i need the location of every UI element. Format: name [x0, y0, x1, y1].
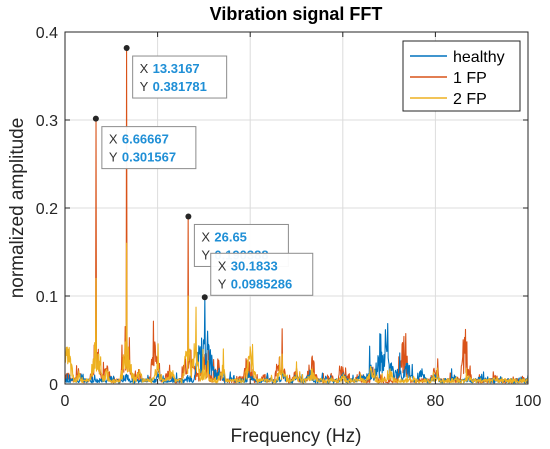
- legend-label: 1 FP: [453, 70, 487, 87]
- datatip-x-key: X: [140, 61, 149, 76]
- series-2-fp: [64, 242, 529, 384]
- datatip-box: [210, 252, 314, 296]
- datatip-y-value: 0.0985286: [231, 276, 292, 291]
- legend-label: healthy: [453, 49, 505, 66]
- x-tick-label: 0: [61, 393, 70, 410]
- datatip-y-key: Y: [109, 150, 118, 165]
- datatip-y-key: Y: [140, 79, 149, 94]
- datatip-marker: [123, 45, 130, 52]
- datatip-y-key: Y: [201, 247, 210, 262]
- datatip-x-key: X: [218, 258, 227, 273]
- ticks: [64, 31, 529, 385]
- datatip-x-key: X: [201, 229, 210, 244]
- x-tick-label: 80: [427, 393, 445, 410]
- chart-title: Vibration signal FFT: [210, 4, 383, 24]
- datatip-marker: [201, 294, 208, 301]
- legend: healthy 1 FP 2 FP: [402, 40, 521, 112]
- datatip-x-value: 6.66667: [122, 132, 169, 147]
- datatip-y-value: 0.301567: [122, 150, 176, 165]
- datatip: X 13.3167 Y 0.381781: [123, 45, 228, 99]
- datatip-box: [132, 55, 228, 99]
- y-tick-label: 0.3: [36, 113, 58, 130]
- x-tick-label: 40: [241, 393, 259, 410]
- y-tick-label: 0: [49, 377, 58, 394]
- y-tick-label: 0.4: [36, 25, 58, 42]
- datatip-box: [101, 126, 197, 170]
- datatips: X 13.3167 Y 0.381781 X 6.66667 Y 0.301567 X 26.65…: [92, 45, 314, 301]
- series-group: [64, 47, 529, 384]
- y-tick-label: 0.1: [36, 289, 58, 306]
- x-tick-label: 20: [149, 393, 167, 410]
- datatip-y-value: 0.381781: [153, 79, 207, 94]
- datatip: X 30.1833 Y 0.0985286: [201, 252, 314, 301]
- datatip-marker: [185, 213, 192, 220]
- x-tick-labels: 0 20 40 60 80 100: [61, 393, 542, 410]
- datatip-y-key: Y: [218, 276, 227, 291]
- legend-label: 2 FP: [453, 91, 487, 108]
- x-tick-label: 100: [515, 393, 542, 410]
- y-tick-labels: 0 0.1 0.2 0.3 0.4: [36, 25, 58, 394]
- x-tick-label: 60: [334, 393, 352, 410]
- datatip-x-key: X: [109, 132, 118, 147]
- datatip-x-value: 26.65: [214, 229, 247, 244]
- y-axis-label: normalized amplitude: [7, 118, 28, 299]
- legend-box: [402, 40, 521, 112]
- datatip: X 6.66667 Y 0.301567: [92, 115, 197, 170]
- y-tick-label: 0.2: [36, 201, 58, 218]
- datatip-x-value: 13.3167: [153, 61, 200, 76]
- x-axis-label: Frequency (Hz): [231, 426, 362, 447]
- datatip-marker: [92, 115, 99, 122]
- datatip-x-value: 30.1833: [231, 258, 278, 273]
